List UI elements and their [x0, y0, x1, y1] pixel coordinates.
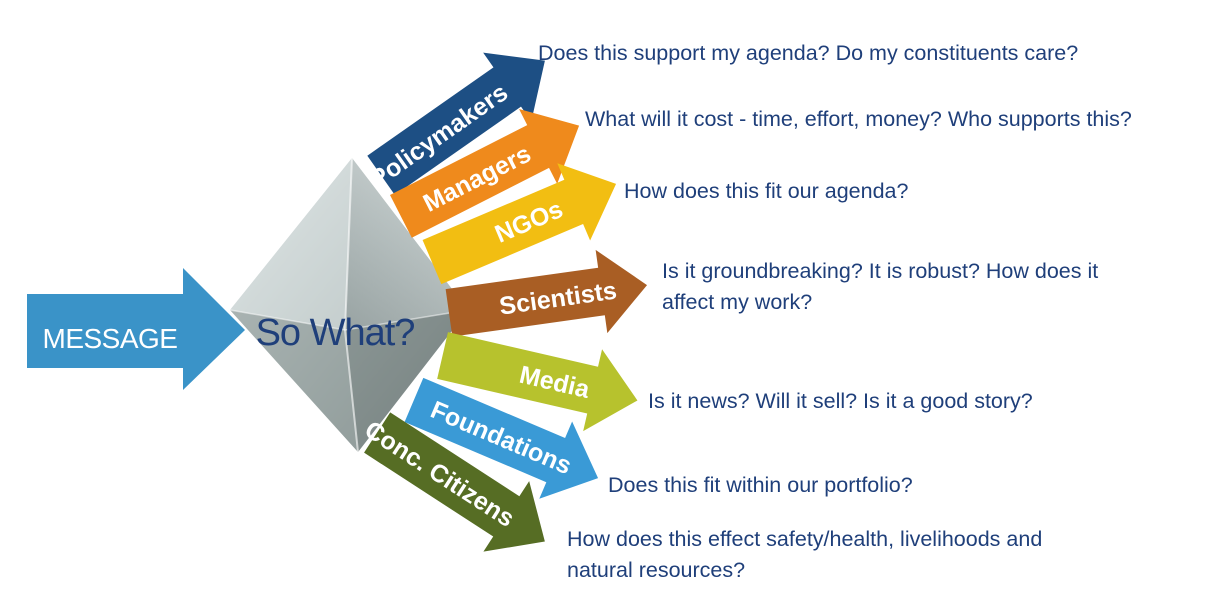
question-line: What will it cost - time, effort, money?…	[585, 107, 1132, 131]
question-managers: What will it cost - time, effort, money?…	[585, 104, 1132, 135]
question-line: Is it news? Will it sell? Is it a good s…	[648, 389, 1033, 413]
question-policymakers: Does this support my agenda? Do my const…	[538, 38, 1078, 69]
question-media: Is it news? Will it sell? Is it a good s…	[648, 386, 1033, 417]
question-foundations: Does this fit within our portfolio?	[608, 470, 913, 501]
arrow-shape	[390, 109, 580, 238]
arrow-shape	[404, 377, 599, 499]
crystal-icon	[229, 157, 469, 453]
question-ngos: How does this fit our agenda?	[624, 176, 908, 207]
arrow-scientists: Scientists	[445, 249, 648, 337]
question-line: Does this support my agenda? Do my const…	[538, 41, 1079, 65]
question-line: Is it groundbreaking? It is robust? How …	[662, 259, 1099, 283]
question-line: natural resources?	[567, 558, 746, 582]
question-line: affect my work?	[662, 290, 813, 314]
question-line: How does this effect safety/health, live…	[567, 527, 1043, 551]
message-label: MESSAGE	[43, 323, 178, 354]
so-what-label: So What?	[256, 312, 415, 354]
arrow-media: Media	[437, 332, 638, 432]
question-conc-citizens: How does this effect safety/health, live…	[567, 524, 1042, 586]
question-line: Does this fit within our portfolio?	[608, 473, 913, 497]
arrow-shape	[445, 249, 648, 337]
message-arrow	[27, 268, 245, 390]
arrow-shape	[437, 332, 638, 432]
arrow-shape	[364, 412, 545, 552]
arrow-shape	[422, 163, 617, 285]
arrow-shape	[367, 52, 545, 196]
question-line: How does this fit our agenda?	[624, 179, 909, 203]
question-scientists: Is it groundbreaking? It is robust? How …	[662, 256, 1098, 318]
